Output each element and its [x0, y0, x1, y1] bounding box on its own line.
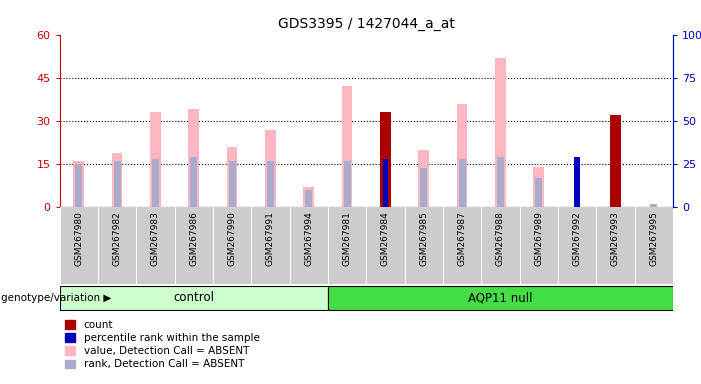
- Bar: [597, 207, 634, 284]
- Bar: [341, 86, 353, 207]
- Bar: [343, 161, 350, 207]
- Bar: [189, 109, 199, 207]
- Bar: [213, 207, 251, 284]
- Bar: [190, 157, 197, 207]
- Text: GSM267987: GSM267987: [458, 211, 467, 266]
- Text: GSM267989: GSM267989: [534, 211, 543, 266]
- Bar: [574, 157, 580, 207]
- Bar: [152, 159, 159, 207]
- Bar: [175, 207, 213, 284]
- Bar: [404, 207, 443, 284]
- Bar: [306, 190, 312, 207]
- Bar: [366, 207, 404, 284]
- Title: GDS3395 / 1427044_a_at: GDS3395 / 1427044_a_at: [278, 17, 455, 31]
- Bar: [418, 150, 429, 207]
- Text: GSM267981: GSM267981: [343, 211, 352, 266]
- Bar: [328, 286, 673, 310]
- Bar: [304, 187, 314, 207]
- Bar: [443, 207, 482, 284]
- Text: GSM267993: GSM267993: [611, 211, 620, 266]
- Text: AQP11 null: AQP11 null: [468, 291, 533, 304]
- Text: GSM267991: GSM267991: [266, 211, 275, 266]
- Bar: [111, 153, 123, 207]
- Text: GSM267983: GSM267983: [151, 211, 160, 266]
- Text: GSM267988: GSM267988: [496, 211, 505, 266]
- Bar: [98, 207, 136, 284]
- Bar: [634, 207, 673, 284]
- Bar: [75, 164, 82, 207]
- Bar: [150, 113, 161, 207]
- Bar: [482, 207, 519, 284]
- Bar: [558, 207, 597, 284]
- Text: GSM267982: GSM267982: [113, 211, 121, 266]
- Text: GSM267980: GSM267980: [74, 211, 83, 266]
- Bar: [536, 178, 543, 207]
- Bar: [457, 104, 468, 207]
- Bar: [383, 159, 388, 207]
- Bar: [519, 207, 558, 284]
- Bar: [651, 204, 658, 207]
- Bar: [136, 207, 175, 284]
- Text: GSM267995: GSM267995: [649, 211, 658, 266]
- Text: GSM267985: GSM267985: [419, 211, 428, 266]
- Bar: [458, 159, 465, 207]
- Bar: [290, 207, 328, 284]
- Bar: [612, 180, 619, 207]
- Bar: [60, 207, 98, 284]
- Bar: [533, 167, 544, 207]
- Bar: [114, 161, 121, 207]
- Bar: [229, 161, 236, 207]
- Legend: count, percentile rank within the sample, value, Detection Call = ABSENT, rank, : count, percentile rank within the sample…: [64, 320, 259, 369]
- Bar: [610, 115, 621, 207]
- Bar: [251, 207, 290, 284]
- Bar: [610, 167, 621, 207]
- Text: GSM267990: GSM267990: [228, 211, 237, 266]
- Bar: [495, 58, 506, 207]
- Bar: [265, 130, 275, 207]
- Text: GSM267986: GSM267986: [189, 211, 198, 266]
- Bar: [380, 113, 391, 207]
- Bar: [267, 161, 274, 207]
- Bar: [497, 157, 504, 207]
- Bar: [226, 147, 238, 207]
- Bar: [60, 286, 328, 310]
- Text: control: control: [173, 291, 215, 304]
- Bar: [328, 207, 366, 284]
- Bar: [74, 161, 84, 207]
- Text: genotype/variation ▶: genotype/variation ▶: [1, 293, 111, 303]
- Text: GSM267994: GSM267994: [304, 211, 313, 266]
- Bar: [382, 161, 389, 207]
- Text: GSM267984: GSM267984: [381, 211, 390, 266]
- Bar: [421, 167, 427, 207]
- Text: GSM267992: GSM267992: [573, 211, 582, 266]
